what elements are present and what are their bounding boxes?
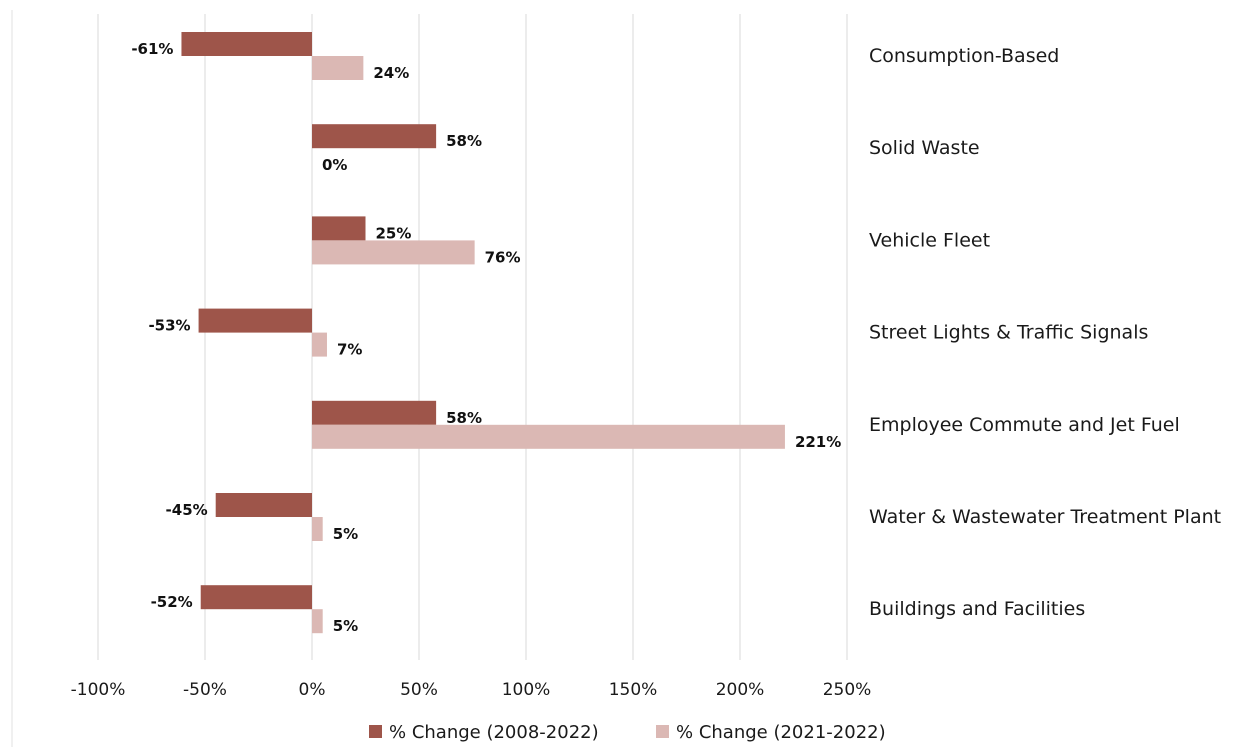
category-label: Vehicle Fleet	[869, 229, 990, 251]
bars	[181, 32, 785, 634]
gridlines	[97, 14, 848, 660]
x-axis-ticks: -100% -50% 0% 50% 100% 150% 200% 250%	[71, 680, 872, 700]
bar-series-1	[215, 493, 312, 517]
data-label: 76%	[485, 248, 521, 266]
x-tick-label: -50%	[183, 680, 227, 700]
data-label: -53%	[148, 317, 190, 335]
data-label: -45%	[166, 501, 208, 519]
x-tick-label: 50%	[400, 680, 438, 700]
category-label: Buildings and Facilities	[869, 598, 1085, 620]
legend: % Change (2008-2022) % Change (2021-2022)	[369, 722, 886, 743]
legend-label: % Change (2008-2022)	[389, 722, 599, 743]
category-label: Solid Waste	[869, 137, 980, 159]
data-label: 58%	[446, 409, 482, 427]
x-tick-label: 100%	[502, 680, 551, 700]
legend-swatch	[369, 725, 382, 738]
data-label: -52%	[151, 593, 193, 611]
category-label: Employee Commute and Jet Fuel	[869, 414, 1180, 436]
data-labels: -61% 24% 58% 0% 25% 76% -53% 7% 58% 221% -45% 5% -52…	[131, 40, 841, 635]
bar-series-1	[312, 124, 437, 149]
data-label: 0%	[322, 156, 347, 174]
data-label: 7%	[337, 341, 362, 359]
bar-series-2	[312, 332, 327, 357]
category-label: Water & Wastewater Treatment Plant	[869, 506, 1221, 528]
data-label: 5%	[333, 617, 358, 635]
data-label: 221%	[795, 433, 841, 451]
bar-series-1	[312, 400, 437, 425]
x-tick-label: 150%	[609, 680, 658, 700]
category-labels: Consumption-Based Solid Waste Vehicle Flee…	[869, 45, 1221, 620]
bar-series-2	[312, 56, 364, 80]
bar-series-1	[198, 308, 312, 333]
data-label: 24%	[373, 64, 409, 82]
data-label: 5%	[333, 525, 358, 543]
data-label: -61%	[131, 40, 173, 58]
bar-series-2	[312, 240, 475, 265]
x-tick-label: 250%	[823, 680, 872, 700]
bar-series-2	[312, 517, 323, 541]
data-label: 58%	[446, 132, 482, 150]
bar-series-1	[312, 216, 366, 241]
category-label: Consumption-Based	[869, 45, 1059, 67]
bar-series-2	[312, 424, 785, 449]
category-label: Street Lights & Traffic Signals	[869, 322, 1148, 344]
x-tick-label: 0%	[299, 680, 326, 700]
legend-label: % Change (2021-2022)	[676, 722, 886, 743]
bar-series-1	[181, 32, 312, 56]
x-tick-label: -100%	[71, 680, 126, 700]
data-label: 25%	[376, 224, 412, 242]
bar-series-1	[200, 585, 312, 610]
legend-swatch	[656, 725, 669, 738]
x-tick-label: 200%	[716, 680, 765, 700]
bar-series-2	[312, 609, 323, 634]
